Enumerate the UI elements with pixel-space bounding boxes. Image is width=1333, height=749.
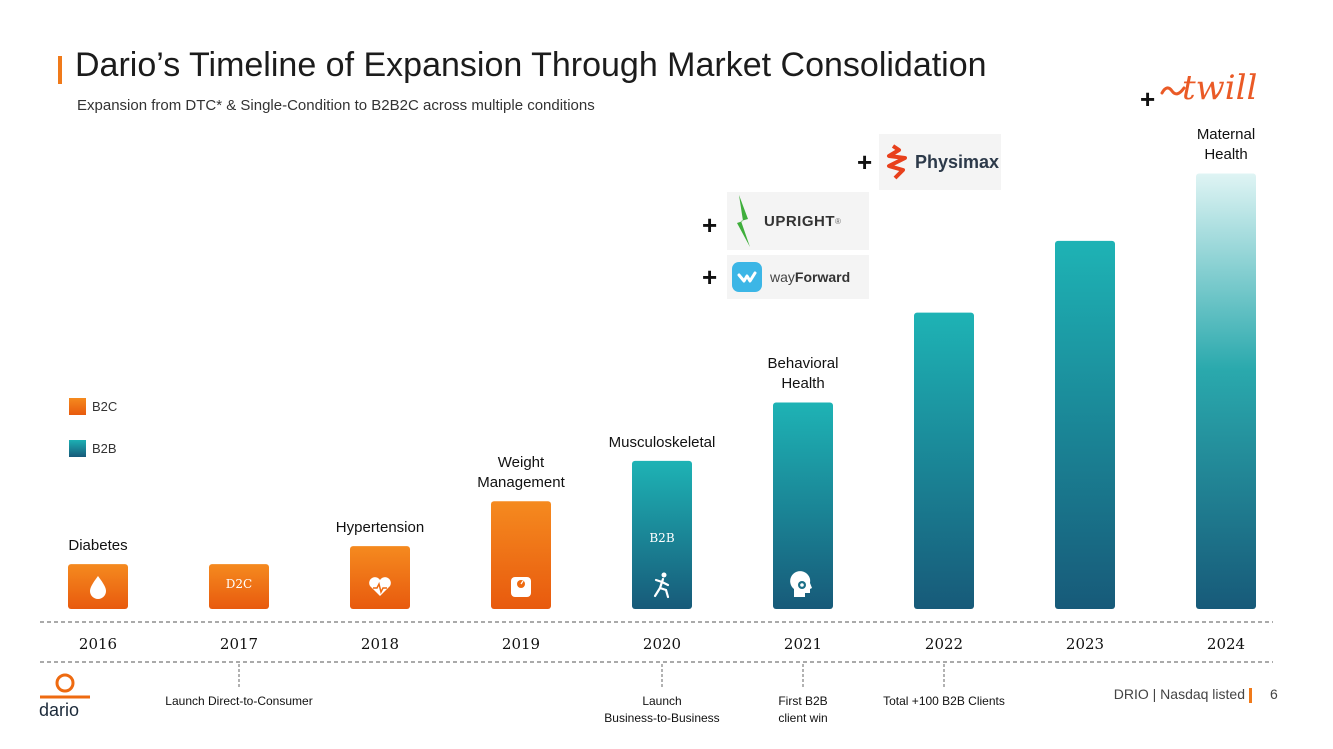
legend-swatch-b2c: [69, 397, 86, 415]
plus-sign-upright: +: [702, 210, 718, 240]
year-label-2016: 2016: [79, 635, 117, 653]
bar-2024: [1196, 173, 1256, 609]
drop-icon: [90, 576, 106, 599]
year-label-2017: 2017: [220, 635, 258, 653]
condition-label-2019: Weight Management: [477, 454, 565, 492]
legend: B2C B2B: [69, 397, 117, 457]
plus-sign-physimax: +: [857, 147, 873, 177]
bar-2017: [209, 564, 269, 609]
physimax-name: Physimax: [915, 151, 1000, 172]
milestone-text-2017: Launch Direct-to-Consumer: [165, 694, 313, 708]
dario-logo: dario: [37, 672, 93, 722]
footer-accent-bar: [1249, 688, 1252, 703]
page-title: Dario’s Timeline of Expansion Through Ma…: [75, 46, 987, 84]
upright-name: UPRIGHT: [764, 212, 835, 230]
scale-icon: [511, 577, 531, 597]
bar-2018: [350, 546, 410, 609]
bar-2022: [914, 312, 974, 609]
condition-label-2020: Musculoskeletal: [608, 433, 716, 451]
legend-swatch-b2b: [69, 439, 86, 457]
twill-swoosh-icon: [1160, 86, 1186, 96]
title-accent-bar: [58, 56, 62, 84]
bar-2020: [632, 460, 692, 609]
twill-logo: twill: [1160, 68, 1286, 110]
condition-label-2024: Maternal Health: [1196, 126, 1256, 164]
bar-2021: [773, 402, 833, 609]
year-label-2020: 2020: [643, 635, 681, 653]
milestone-text-2020: Launch Business-to-Business: [604, 694, 720, 725]
legend-item-b2c: B2C: [69, 397, 117, 415]
physimax-logo: Physimax: [879, 134, 1001, 190]
year-label-2019: 2019: [502, 635, 540, 653]
milestone-text-2021: First B2B client win: [778, 694, 828, 725]
year-label-2021: 2021: [784, 635, 822, 653]
condition-label-2018: Hypertension: [335, 519, 425, 537]
upright-logo: UPRIGHT ®: [727, 192, 869, 250]
wayforward-logo: wayForward: [727, 255, 869, 299]
wayforward-mark-icon: [732, 262, 762, 292]
page-subtitle: Expansion from DTC* & Single-Condition t…: [77, 97, 595, 114]
milestone-text-2022: Total +100 B2B Clients: [883, 694, 1005, 708]
year-label-2018: 2018: [361, 635, 399, 653]
bar-text-2020: B2B: [649, 531, 674, 545]
legend-label-b2c: B2C: [92, 398, 118, 414]
dario-logo-mark-icon: [40, 673, 90, 699]
dario-logo-text: dario: [39, 700, 80, 720]
twill-name: twill: [1182, 68, 1258, 108]
year-label-2024: 2024: [1207, 635, 1245, 653]
upright-bolt-icon: [737, 195, 750, 247]
page-number: 6: [1270, 686, 1278, 702]
physimax-mark-icon: [887, 144, 907, 180]
legend-item-b2b: B2B: [69, 439, 117, 457]
upright-registered-mark: ®: [835, 216, 841, 226]
condition-label-2021: Behavioral Health: [767, 355, 839, 393]
wayforward-name: wayForward: [770, 269, 851, 285]
runner-icon: [653, 572, 670, 599]
heart-pulse-icon: [369, 577, 391, 596]
bar-2019: [491, 501, 551, 609]
year-label-2022: 2022: [925, 635, 963, 653]
brain-head-icon: [790, 571, 812, 597]
plus-sign-wayforward: +: [702, 262, 718, 292]
condition-label-2016: Diabetes: [68, 537, 128, 555]
year-label-2023: 2023: [1066, 635, 1104, 653]
footer-text: DRIO | Nasdaq listed: [1113, 686, 1245, 702]
bar-text-2017: D2C: [226, 577, 252, 591]
bar-2023: [1055, 240, 1115, 609]
plus-sign-twill: +: [1140, 84, 1156, 114]
legend-label-b2b: B2B: [92, 440, 117, 456]
